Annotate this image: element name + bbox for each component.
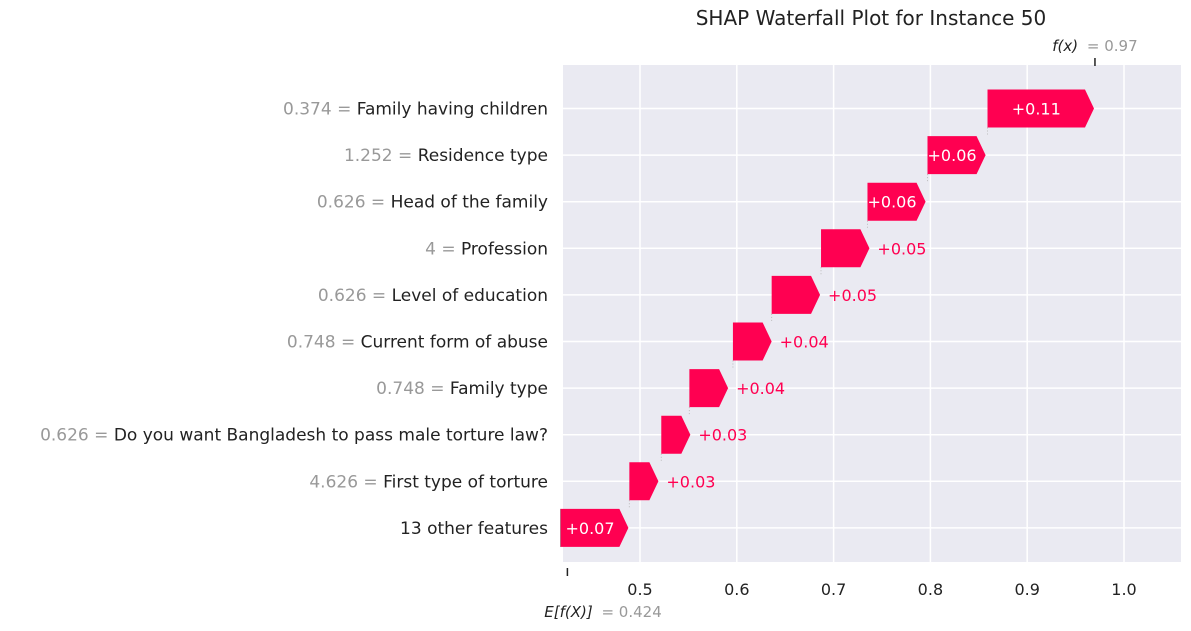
- waterfall-bar: [629, 462, 659, 501]
- output-label-value: = 0.97: [1087, 37, 1138, 55]
- waterfall-bar: [927, 136, 986, 175]
- waterfall-bar: [661, 415, 691, 454]
- output-value-text: f(x) = 0.97: [1052, 37, 1137, 55]
- waterfall-bar: [560, 508, 629, 547]
- feature-labels: 0.374 = Family having children 1.252 = Re…: [40, 100, 548, 539]
- feature-name: 13 other features: [400, 519, 548, 539]
- x-tick-label: 0.7: [821, 580, 846, 599]
- waterfall-bar: [689, 369, 729, 408]
- feature-value: 4.626 =: [309, 472, 383, 492]
- chart-title: SHAP Waterfall Plot for Instance 50: [696, 6, 1047, 30]
- feature-name: Profession: [461, 239, 548, 259]
- feature-label: 0.626 = Head of the family: [317, 193, 548, 213]
- feature-label: 13 other features: [400, 519, 548, 539]
- feature-label: 0.748 = Family type: [376, 379, 548, 399]
- bar-value-label: +0.03: [666, 472, 715, 491]
- bar-value-label: +0.04: [780, 333, 829, 352]
- feature-label: 0.626 = Level of education: [318, 286, 548, 306]
- x-tick-label: 0.8: [918, 580, 943, 599]
- feature-value: 0.626 =: [317, 193, 391, 213]
- feature-value: 0.748 =: [376, 379, 450, 399]
- feature-value: 1.252 =: [344, 146, 418, 166]
- feature-label: 4.626 = First type of torture: [309, 472, 548, 492]
- base-value-text: E[f(X)] = 0.424: [544, 603, 662, 621]
- grid-lines: [563, 65, 1181, 562]
- bar-value-label: +0.11: [1012, 100, 1061, 119]
- feature-value: 0.748 =: [287, 333, 361, 353]
- feature-name: Family having children: [357, 100, 548, 120]
- base-label-prefix: E[f(X)]: [544, 603, 593, 621]
- feature-name: Level of education: [392, 286, 548, 306]
- plot-background: [563, 65, 1181, 562]
- bar-value-label: +0.06: [928, 146, 977, 165]
- bar-value-label: +0.03: [698, 426, 747, 445]
- feature-name: Head of the family: [391, 193, 548, 213]
- bars: +0.11 +0.06 +0.06 +0.05 +0.05 +0.04 +0.04 +0.03…: [560, 89, 1094, 547]
- bar-value-label: +0.05: [828, 286, 877, 305]
- waterfall-bar: [987, 89, 1094, 128]
- waterfall-bar: [771, 275, 821, 314]
- x-tick-label: 0.5: [627, 580, 652, 599]
- base-label-value: = 0.424: [601, 603, 661, 621]
- feature-name: Do you want Bangladesh to pass male tort…: [114, 426, 548, 446]
- feature-label: 1.252 = Residence type: [344, 146, 548, 166]
- waterfall-bar: [732, 322, 772, 361]
- waterfall-bar: [867, 182, 926, 221]
- base-value-label: E[f(X)] = 0.424: [544, 603, 662, 621]
- feature-value: 4 =: [425, 239, 461, 259]
- feature-name: Residence type: [418, 146, 548, 166]
- feature-label: 0.626 = Do you want Bangladesh to pass m…: [40, 426, 548, 446]
- feature-value: 0.626 =: [40, 426, 114, 446]
- x-tick-label: 0.6: [724, 580, 749, 599]
- x-axis: 0.5 0.6 0.7 0.8 0.9 1.0: [566, 568, 1137, 599]
- bar-value-label: +0.05: [877, 239, 926, 258]
- output-label-prefix: f(x): [1052, 37, 1078, 55]
- feature-value: 0.374 =: [283, 100, 357, 120]
- bar-value-label: +0.06: [868, 193, 917, 212]
- feature-name: First type of torture: [383, 472, 548, 492]
- bar-value-label: +0.04: [736, 379, 785, 398]
- feature-label: 0.374 = Family having children: [283, 100, 548, 120]
- x-tick-label: 1.0: [1111, 580, 1136, 599]
- output-value-label: f(x) = 0.97: [1052, 37, 1138, 66]
- feature-name: Family type: [450, 379, 548, 399]
- feature-label: 4 = Profession: [425, 239, 548, 259]
- bar-value-label: +0.07: [565, 519, 614, 538]
- x-tick-label: 0.9: [1014, 580, 1039, 599]
- feature-label: 0.748 = Current form of abuse: [287, 333, 548, 353]
- feature-name: Current form of abuse: [361, 333, 548, 353]
- feature-value: 0.626 =: [318, 286, 392, 306]
- waterfall-bar: [821, 229, 870, 268]
